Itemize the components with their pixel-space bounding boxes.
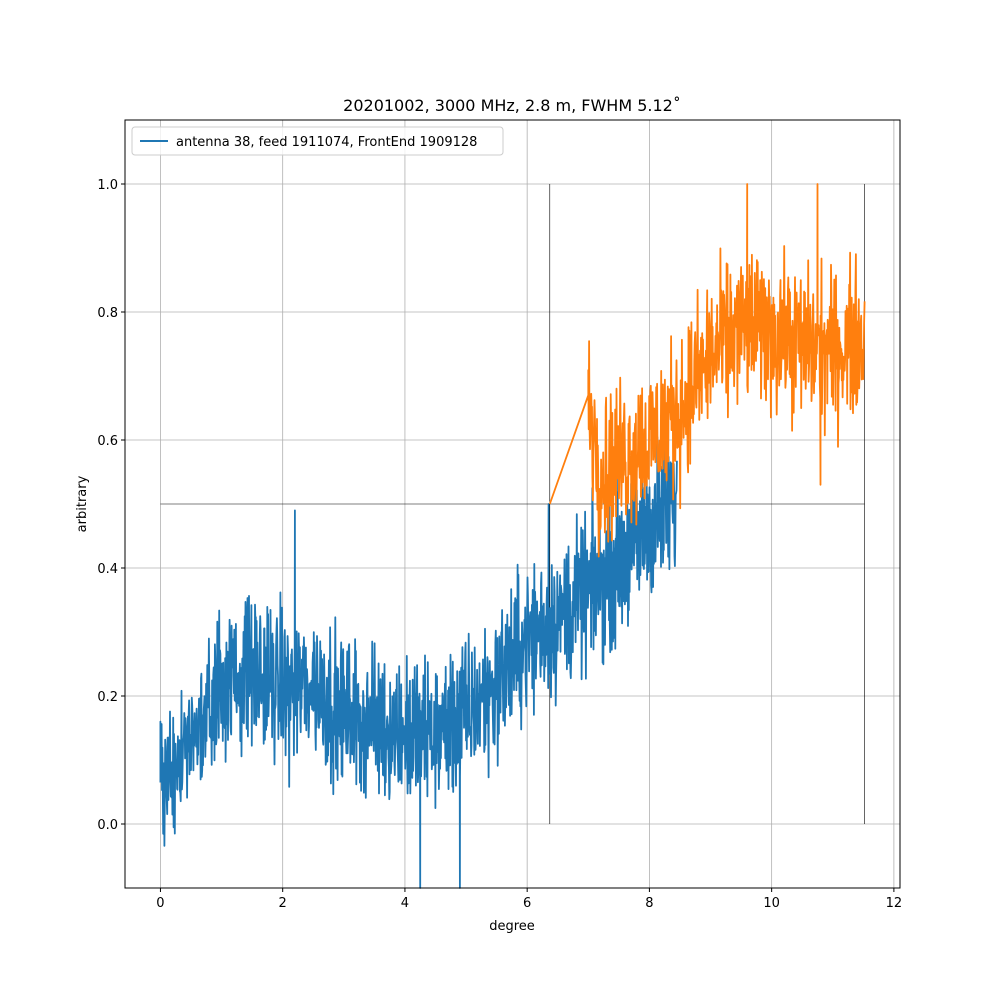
x-tick-label: 8 [645,896,653,911]
x-axis-ticks: 0 2 4 6 8 10 12 [156,888,902,911]
x-tick-label: 4 [401,896,409,911]
legend-entry: antenna 38, feed 1911074, FrontEnd 19091… [176,135,477,150]
y-tick-label: 0.4 [97,562,118,577]
plot-frame [124,119,901,889]
chart-title: 20201002, 3000 MHz, 2.8 m, FWHM 5.12˚ [343,96,681,115]
x-tick-label: 0 [156,896,164,911]
x-tick-label: 10 [763,896,780,911]
legend-box [131,126,504,156]
y-axis-label: arbitrary [75,475,90,532]
y-tick-label: 0.8 [97,306,118,321]
y-tick-label: 0.2 [97,690,118,705]
series-lines [159,183,866,889]
x-tick-label: 6 [523,896,531,911]
y-tick-label: 0.0 [97,818,118,833]
x-tick-label: 2 [279,896,287,911]
legend: antenna 38, feed 1911074, FrontEnd 19091… [131,126,504,156]
series-line-2 [548,183,866,558]
x-tick-label: 12 [886,896,903,911]
y-tick-label: 1.0 [97,178,118,193]
y-tick-label: 0.6 [97,434,118,449]
reference-lines [160,184,865,824]
x-axis-label: degree [489,919,535,934]
y-axis-ticks: 0.0 0.2 0.4 0.6 0.8 1.0 [97,178,125,833]
series-line-1 [159,436,678,889]
